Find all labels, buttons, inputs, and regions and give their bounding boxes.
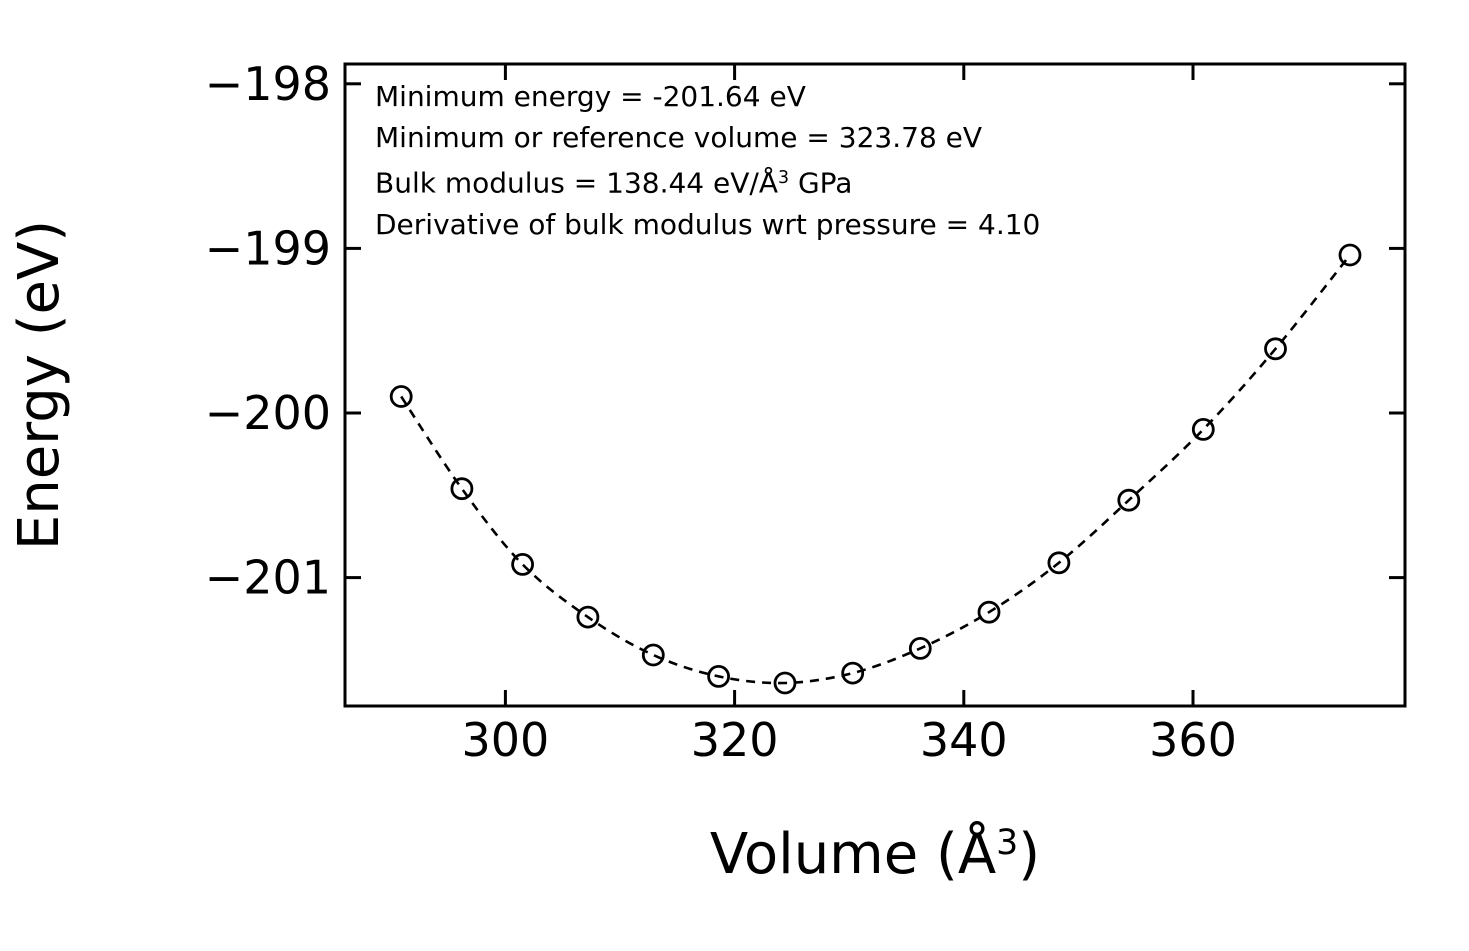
data-point-marker <box>450 477 474 501</box>
data-point-marker <box>1191 417 1215 441</box>
x-tick-label: 340 <box>920 713 1008 767</box>
y-tick-label: −198 <box>205 57 331 111</box>
data-point-marker <box>1264 337 1287 361</box>
fit-annotation-block: Minimum energy = -201.64 eV Minimum or r… <box>375 76 1040 245</box>
data-point-marker <box>1338 243 1362 267</box>
data-point-marker <box>576 605 600 629</box>
y-tick-label: −201 <box>205 551 331 605</box>
data-point-marker <box>1047 551 1071 575</box>
data-point-marker <box>511 553 534 576</box>
y-tick-label: −199 <box>205 221 331 275</box>
y-axis-label: Energy (eV) <box>7 219 72 551</box>
x-axis-label: Volume (Å3) <box>709 822 1041 887</box>
data-point-marker <box>773 671 797 695</box>
data-point-marker <box>841 661 865 685</box>
data-point-marker <box>977 600 1001 624</box>
eos-fit-curve <box>400 254 1352 685</box>
axes-frame <box>343 62 1407 708</box>
annotation-bulk-modulus-derivative: Derivative of bulk modulus wrt pressure … <box>375 207 1041 241</box>
annotation-min-energy: Minimum energy = -201.64 eV <box>375 80 806 113</box>
y-tick-label: −200 <box>205 386 331 440</box>
x-tick-label: 320 <box>691 713 779 767</box>
x-tick-label: 300 <box>461 713 549 767</box>
annotation-min-volume: Minimum or reference volume = 323.78 eV <box>375 121 983 154</box>
annotation-bulk-modulus: Bulk modulus = 138.44 eV/Å3 GPa <box>375 166 853 200</box>
data-point-marker <box>1117 488 1141 512</box>
superscript-3: 3 <box>996 822 1019 863</box>
data-point-marker <box>641 643 665 667</box>
x-tick-label: 360 <box>1149 713 1237 767</box>
data-point-marker <box>389 385 413 408</box>
data-point-marker <box>908 637 932 660</box>
superscript-3: 3 <box>778 168 790 188</box>
data-point-marker <box>707 665 730 688</box>
